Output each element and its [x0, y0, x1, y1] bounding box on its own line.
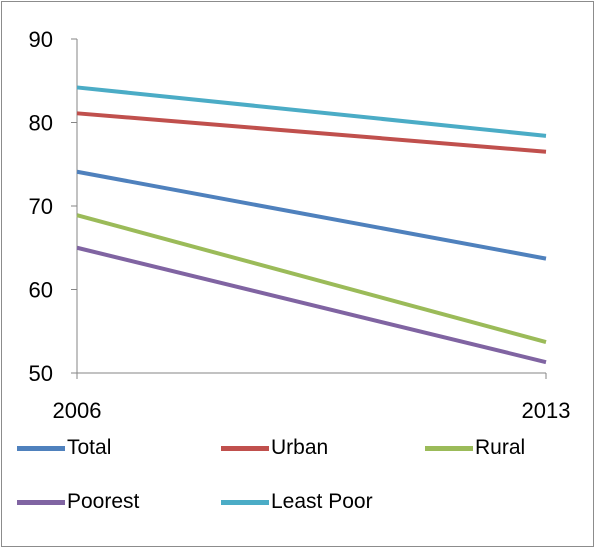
series-line-poorest	[76, 245, 547, 365]
y-tick-label: 90	[29, 27, 53, 52]
legend-label-total: Total	[67, 436, 112, 459]
legend-label-least-poor: Least Poor	[271, 490, 373, 513]
legend-swatch-poorest	[17, 499, 65, 505]
series-line-least-poor	[76, 85, 547, 138]
x-tick-label: 2013	[522, 398, 571, 423]
legend-item-least-poor: Least Poor	[221, 488, 373, 516]
y-tick-label: 60	[29, 278, 53, 303]
series-line-urban	[76, 111, 547, 154]
legend-label-rural: Rural	[475, 436, 526, 459]
legend-swatch-urban	[221, 445, 269, 451]
x-tick-label: 2006	[53, 398, 102, 423]
legend-swatch-least-poor	[221, 499, 269, 505]
y-tick-label: 80	[29, 111, 53, 136]
y-tick-label: 50	[29, 361, 53, 386]
legend-item-rural: Rural	[425, 434, 525, 462]
legend-swatch-total	[17, 445, 65, 451]
legend-item-poorest: Poorest	[17, 488, 139, 516]
axes	[71, 38, 547, 379]
series-line-rural	[76, 213, 547, 345]
legend-swatch-rural	[425, 445, 473, 451]
legend-label-poorest: Poorest	[67, 490, 140, 513]
legend-label-urban: Urban	[271, 436, 329, 459]
series-line-total	[76, 169, 547, 261]
y-tick-label: 70	[29, 194, 53, 219]
legend-item-total: Total	[17, 434, 111, 462]
tick-labels: 50 60 70 80 90 2006 2013	[29, 27, 571, 423]
legend-item-urban: Urban	[221, 434, 328, 462]
series-lines	[76, 85, 547, 365]
